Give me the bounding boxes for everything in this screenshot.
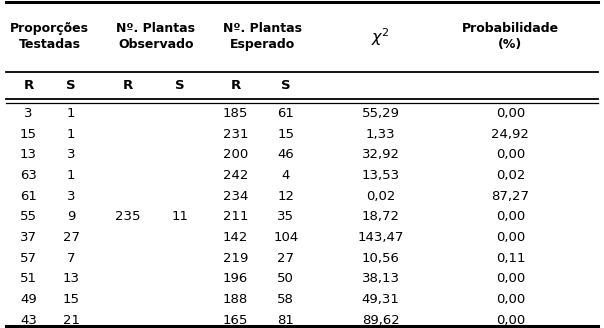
Text: 15: 15 [63, 293, 80, 306]
Text: 0,00: 0,00 [496, 273, 525, 285]
Text: 3: 3 [24, 107, 33, 120]
Text: 87,27: 87,27 [492, 190, 529, 203]
Text: 9: 9 [67, 211, 76, 223]
Text: 15: 15 [20, 128, 37, 141]
Text: $\chi^2$: $\chi^2$ [371, 26, 390, 48]
Text: 61: 61 [20, 190, 37, 203]
Text: 7: 7 [67, 252, 76, 265]
Text: 49: 49 [20, 293, 37, 306]
Text: 1: 1 [67, 128, 76, 141]
Text: 46: 46 [277, 149, 294, 161]
Text: 234: 234 [223, 190, 248, 203]
Text: 58: 58 [277, 293, 294, 306]
Text: 57: 57 [20, 252, 37, 265]
Text: 200: 200 [223, 149, 248, 161]
Text: 0,02: 0,02 [496, 169, 525, 182]
Text: 18,72: 18,72 [362, 211, 399, 223]
Text: Proporções
Testadas: Proporções Testadas [10, 22, 89, 51]
Text: 55,29: 55,29 [362, 107, 399, 120]
Text: Nº. Plantas
Observado: Nº. Plantas Observado [117, 22, 195, 51]
Text: 38,13: 38,13 [362, 273, 399, 285]
Text: R: R [123, 79, 133, 92]
Text: 142: 142 [223, 231, 248, 244]
Text: 43: 43 [20, 314, 37, 327]
Text: 1: 1 [67, 169, 76, 182]
Text: 32,92: 32,92 [362, 149, 399, 161]
Text: 15: 15 [277, 128, 294, 141]
Text: 188: 188 [223, 293, 248, 306]
Text: 1,33: 1,33 [365, 128, 396, 141]
Text: 51: 51 [20, 273, 37, 285]
Text: 104: 104 [273, 231, 298, 244]
Text: 21: 21 [63, 314, 80, 327]
Text: 165: 165 [223, 314, 248, 327]
Text: S: S [66, 79, 76, 92]
Text: 24,92: 24,92 [492, 128, 529, 141]
Text: 61: 61 [277, 107, 294, 120]
Text: 81: 81 [277, 314, 294, 327]
Text: 1: 1 [67, 107, 76, 120]
Text: 13: 13 [20, 149, 37, 161]
Text: 12: 12 [277, 190, 294, 203]
Text: 27: 27 [63, 231, 80, 244]
Text: 35: 35 [277, 211, 294, 223]
Text: 11: 11 [172, 211, 188, 223]
Text: 0,00: 0,00 [496, 211, 525, 223]
Text: 55: 55 [20, 211, 37, 223]
Text: 4: 4 [281, 169, 290, 182]
Text: R: R [231, 79, 240, 92]
Text: 89,62: 89,62 [362, 314, 399, 327]
Text: Probabilidade
(%): Probabilidade (%) [462, 22, 559, 51]
Text: 0,00: 0,00 [496, 149, 525, 161]
Text: S: S [175, 79, 185, 92]
Text: S: S [281, 79, 291, 92]
Text: 0,00: 0,00 [496, 314, 525, 327]
Text: 242: 242 [223, 169, 248, 182]
Text: 49,31: 49,31 [362, 293, 399, 306]
Text: 235: 235 [115, 211, 141, 223]
Text: 10,56: 10,56 [362, 252, 399, 265]
Text: 185: 185 [223, 107, 248, 120]
Text: 3: 3 [67, 149, 76, 161]
Text: 37: 37 [20, 231, 37, 244]
Text: R: R [24, 79, 33, 92]
Text: 50: 50 [277, 273, 294, 285]
Text: 0,00: 0,00 [496, 107, 525, 120]
Text: 0,11: 0,11 [496, 252, 525, 265]
Text: 3: 3 [67, 190, 76, 203]
Text: 13,53: 13,53 [361, 169, 400, 182]
Text: 143,47: 143,47 [358, 231, 403, 244]
Text: 211: 211 [223, 211, 248, 223]
Text: 13: 13 [63, 273, 80, 285]
Text: Nº. Plantas
Esperado: Nº. Plantas Esperado [223, 22, 302, 51]
Text: 63: 63 [20, 169, 37, 182]
Text: 0,00: 0,00 [496, 231, 525, 244]
Text: 27: 27 [277, 252, 294, 265]
Text: 231: 231 [223, 128, 248, 141]
Text: 219: 219 [223, 252, 248, 265]
Text: 0,00: 0,00 [496, 293, 525, 306]
Text: 0,02: 0,02 [366, 190, 395, 203]
Text: 196: 196 [223, 273, 248, 285]
